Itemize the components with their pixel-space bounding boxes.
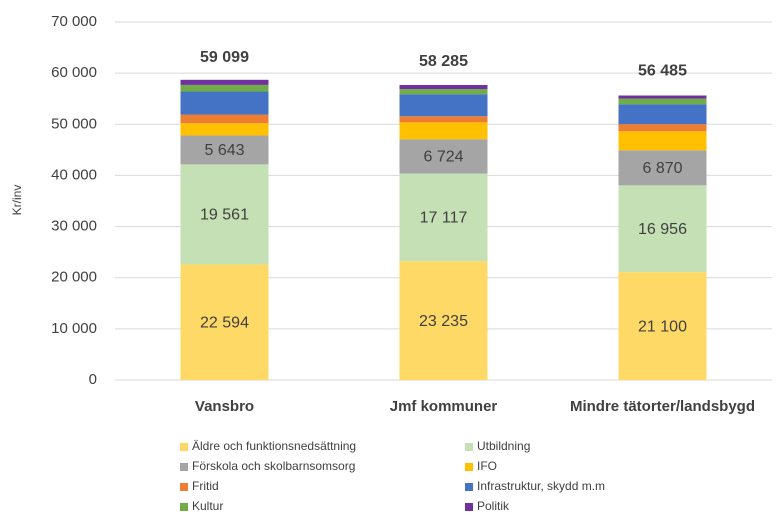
bar-segment <box>399 122 488 140</box>
y-tick-label: 0 <box>89 371 97 388</box>
total-label: 56 485 <box>638 62 687 79</box>
bar-segment <box>180 79 269 85</box>
legend-label: Infrastruktur, skydd m.m <box>477 479 605 493</box>
y-tick-label: 50 000 <box>51 115 97 132</box>
bar-segment <box>399 139 488 174</box>
total-label: 59 099 <box>200 49 249 66</box>
bar-segment <box>180 123 269 136</box>
legend-swatch <box>180 463 188 471</box>
value-label: 19 561 <box>200 207 249 224</box>
y-tick-label: 60 000 <box>51 64 97 81</box>
x-tick-label: Jmf kommuner <box>390 398 498 415</box>
bar-segment <box>618 185 707 273</box>
legend-swatch <box>180 443 188 451</box>
value-label: 5 643 <box>204 142 244 159</box>
bar-segment <box>399 89 488 95</box>
legend-label: Förskola och skolbarnsomsorg <box>192 459 355 473</box>
bar-segment <box>180 164 269 265</box>
legend-label: Politik <box>477 499 510 513</box>
value-label: 22 594 <box>200 314 249 331</box>
bar-segment <box>180 114 269 124</box>
bar-segment <box>618 131 707 151</box>
y-axis-label: Kr/inv <box>10 185 24 216</box>
total-label: 58 285 <box>419 53 468 70</box>
bar-segment <box>399 173 488 262</box>
value-label: 23 235 <box>419 313 468 330</box>
x-tick-label: Vansbro <box>195 398 254 415</box>
value-label: 21 100 <box>638 318 687 335</box>
value-label: 6 724 <box>423 149 463 166</box>
bar-segment <box>180 84 269 92</box>
bar-segment <box>399 94 488 117</box>
y-tick-label: 70 000 <box>51 13 97 30</box>
bar-segment <box>180 135 269 165</box>
legend-label: Kultur <box>192 499 223 513</box>
bar-segment <box>399 116 488 123</box>
legend-swatch <box>465 503 473 511</box>
bar-segment <box>180 91 269 115</box>
x-tick-label: Mindre tätorter/landsbygd <box>570 398 755 415</box>
legend-label: Utbildning <box>477 439 530 453</box>
value-label: 16 956 <box>638 221 687 238</box>
value-label: 6 870 <box>642 160 682 177</box>
legend-swatch <box>465 443 473 451</box>
bar-segment <box>618 95 707 99</box>
y-tick-label: 30 000 <box>51 218 97 235</box>
bar-segment <box>618 104 707 125</box>
bar-segment <box>618 124 707 132</box>
legend-label: IFO <box>477 459 497 473</box>
legend-swatch <box>465 483 473 491</box>
bar-segment <box>618 98 707 105</box>
y-tick-label: 40 000 <box>51 166 97 183</box>
bar-segment <box>180 264 269 380</box>
legend-label: Fritid <box>192 479 219 493</box>
value-label: 17 117 <box>420 210 468 227</box>
y-tick-label: 10 000 <box>51 320 97 337</box>
bar-segment <box>618 272 707 380</box>
bar-segment <box>399 85 488 90</box>
legend-swatch <box>465 463 473 471</box>
y-tick-label: 20 000 <box>51 269 97 286</box>
bar-segment <box>399 261 488 380</box>
legend-swatch <box>180 483 188 491</box>
legend-swatch <box>180 503 188 511</box>
bar-segment <box>618 150 707 186</box>
legend-label: Äldre och funktionsnedsättning <box>192 439 356 453</box>
